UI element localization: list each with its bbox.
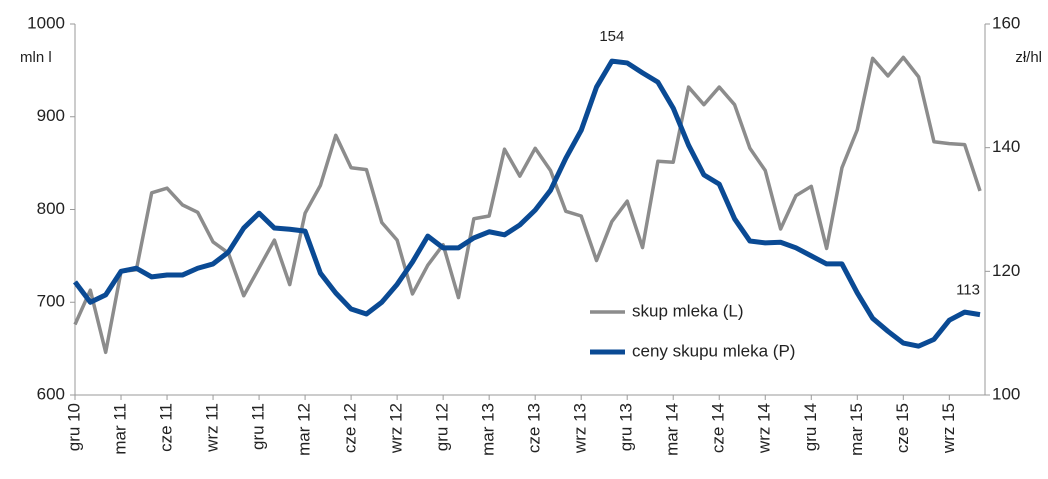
x-tick-label: cze 13 [525, 403, 544, 453]
x-tick-label: cze 12 [341, 403, 360, 453]
x-tick-label: mar 14 [663, 403, 682, 456]
x-tick-label: cze 14 [709, 403, 728, 453]
y-axis-label: mln l [20, 49, 52, 66]
x-tick-label: gru 14 [801, 403, 820, 451]
data-label: 154 [599, 28, 624, 45]
x-tick-label: gru 13 [617, 403, 636, 451]
y-tick-label: 700 [37, 292, 65, 311]
y-tick-label: 800 [37, 199, 65, 218]
data-label: 113 [956, 282, 980, 299]
y2-axis-label: zł/hl [1015, 49, 1042, 66]
y2-tick-label: 140 [992, 137, 1020, 156]
y2-tick-label: 160 [992, 13, 1020, 32]
x-tick-label: wrz 11 [203, 403, 222, 453]
legend-label: ceny skupu mleka (P) [632, 341, 795, 360]
x-tick-label: gru 12 [433, 403, 452, 451]
x-tick-label: mar 12 [295, 403, 314, 456]
y-tick-label: 600 [37, 384, 65, 403]
line-series [73, 58, 981, 349]
y-tick-label: 1000 [27, 13, 65, 32]
x-tick-label: mar 11 [111, 403, 130, 455]
y2-tick-label: 120 [992, 261, 1020, 280]
x-tick-label: gru 10 [64, 403, 83, 451]
x-tick-label: wrz 14 [755, 403, 774, 454]
x-tick-label: mar 13 [479, 403, 498, 456]
x-tick-label: wrz 15 [939, 403, 958, 454]
x-tick-label: mar 15 [847, 403, 866, 456]
x-tick-label: wrz 13 [571, 403, 590, 454]
x-tick-label: cze 11 [157, 403, 176, 452]
line-series [73, 55, 982, 355]
x-tick-label: cze 15 [893, 403, 912, 453]
y2-tick-label: 100 [992, 384, 1020, 403]
y-tick-label: 900 [37, 106, 65, 125]
x-tick-label: wrz 12 [387, 403, 406, 454]
legend-label: skup mleka (L) [632, 301, 743, 320]
x-tick-label: gru 11 [249, 403, 268, 450]
